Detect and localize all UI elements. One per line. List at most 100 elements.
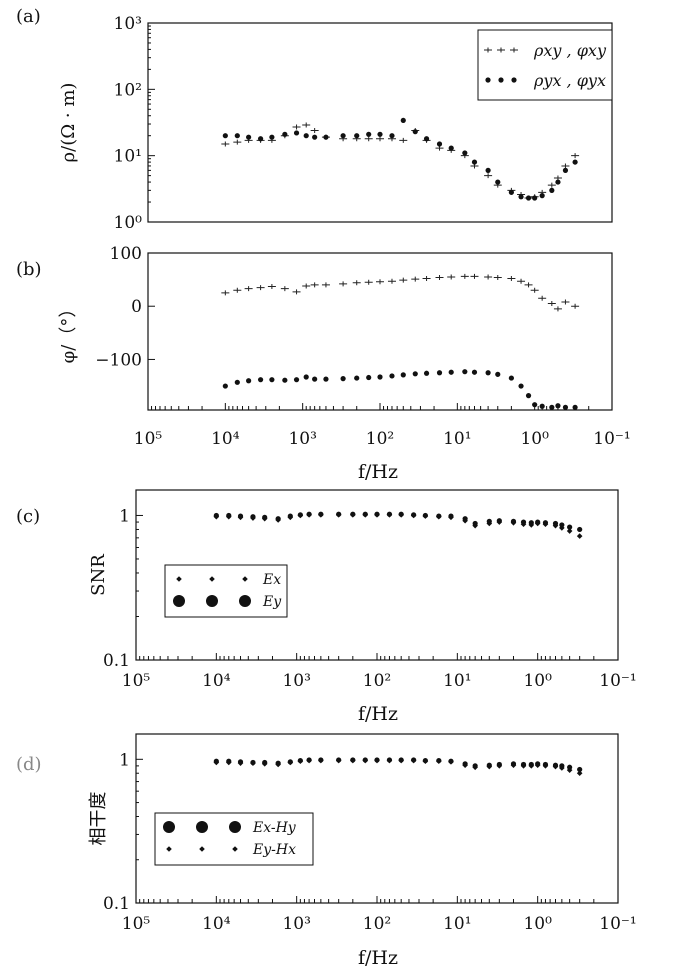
panel-d-y-tick-label: 1 [119,750,130,770]
panel-d-data-point [559,765,565,771]
panel-b-data-point [447,274,456,280]
panel-c-data-point [510,518,517,524]
panel-c-label: (c) [16,506,40,527]
panel-c-data-point [262,514,268,520]
panel-b-data-point [354,375,360,381]
panel-a-data-point [293,130,300,136]
panel-c-data-point [576,533,583,539]
panel-b-data-point [400,372,406,378]
panel-b-data-point [470,273,479,279]
panel-b-data-point [389,373,395,379]
panel-c-data-point [250,514,256,520]
panel-c-data-point [542,520,549,526]
panel-b-data-point [539,403,545,409]
panel-a-data-point [555,179,561,185]
panel-a-y-tick-label: 10¹ [114,147,142,167]
panel-b-data-point [517,278,526,284]
panel-c-x-tick-label: 10¹ [443,671,471,691]
panel-b-data-point [282,377,288,383]
x-axis-label: f/Hz [358,947,398,969]
panel-b-data-point [561,299,570,305]
panel-d-data-point [576,770,583,777]
panel-b-data-point [312,376,318,382]
panel-a-data-point [310,127,319,133]
panel-b-data-point [532,402,538,408]
panel-a-y-tick-label: 10³ [114,14,142,34]
panel-b-data-point [508,375,514,381]
panel-c-y-axis-label: SNR [88,554,109,596]
panel-c-x-tick-label: 10⁰ [523,671,552,691]
panel-a-data-point [257,136,264,142]
panel-b-y-tick-label: 100 [110,244,142,264]
panel-a-legend-box [477,29,613,101]
panel-a-legend-marker [484,47,492,53]
panel-c-data-point [436,513,442,519]
panel-b-data-point [323,376,329,382]
panel-c-data-point [552,520,559,527]
panel-c-data-point [306,511,312,517]
panel-b-data-point [221,290,230,296]
panel-d-data-point [436,758,442,765]
panel-a-data-point [246,134,252,140]
panel-b-data-point [572,404,578,410]
panel-b-data-point [302,283,311,289]
panel-b-data-point [387,278,396,284]
panel-d-legend-marker [199,846,205,852]
panel-a-frame [147,22,613,223]
panel-d-legend-marker [196,821,208,833]
panel-c-data-point [336,511,342,517]
panel-c-data-point [287,513,293,519]
panel-b-data-point [549,404,555,410]
panel-b-data-point [518,383,524,389]
panel-a-data-point [539,193,545,199]
panel-c-x-tick-label: 10² [363,671,391,691]
panel-b-data-point [495,371,501,377]
panel-b-data-point [507,276,516,282]
panel-d-data-point [225,759,232,766]
panel-b-data-point [547,301,556,307]
panel-d-data-point [335,757,342,764]
panel-a-data-point [340,133,346,139]
panel-c-data-point [528,520,534,526]
panel-a-data-point [436,141,443,147]
panel-a-data-point [412,129,418,135]
panel-d-legend-entry-1: Ey-Hx [252,842,296,858]
panel-c-x-tick-label: 10⁻¹ [599,671,636,691]
panel-c-data-point [566,528,573,534]
panel-b: (b) 100 0 −100 10⁵ 10⁴ 10³ 10² 10¹ 10⁰ 10⁻¹ φ/（°） [16,244,631,449]
panel-d-data-point [362,757,369,764]
panel-b-data-point [267,284,276,290]
panel-d-series-1 [213,757,583,777]
panel-b-x-tick-label: 10³ [288,429,316,449]
panel-d-data-point [496,763,503,769]
panel-d-data-point [577,766,583,773]
panel-b-x-tick-label: 10² [366,429,394,449]
panel-d-data-point [213,759,220,766]
panel-d-legend-entry-0: Ex-Hy [252,820,297,836]
panel-a-legend-entry-1: ρyx , φyx [533,71,606,90]
panel-a-data-point [423,136,430,142]
panel-a-data-point [364,136,373,142]
panel-c-legend-marker [239,595,251,607]
panel-b-data-point [422,276,431,282]
panel-a-data-point [389,133,395,139]
panel-d-label: (d) [16,754,42,775]
panel-c-data-point [398,511,404,517]
panel-d-y-tick-label: 0.1 [103,894,130,914]
panel-d-x-tick-label: 10⁴ [202,914,231,934]
panel-a-data-point [354,133,360,139]
panel-b-data-point [233,287,242,293]
panel-d-data-point [566,767,573,773]
panel-a-data-point [485,167,491,173]
panel-b-data-point [339,281,348,287]
panel-d-data-point [350,757,356,764]
panel-b-x-tick-label: 10⁰ [520,429,549,449]
panel-d-data-point [520,763,527,769]
panel-a-data-point [532,195,538,201]
panel-b-y-tick-label: −100 [95,350,142,370]
panel-b-x-tick-label: 10⁻¹ [593,429,630,449]
panel-b-data-point [411,276,420,282]
panel-d-legend-marker [166,846,172,852]
x-axis-label: f/Hz [358,461,398,483]
panel-a-data-point [471,159,478,165]
